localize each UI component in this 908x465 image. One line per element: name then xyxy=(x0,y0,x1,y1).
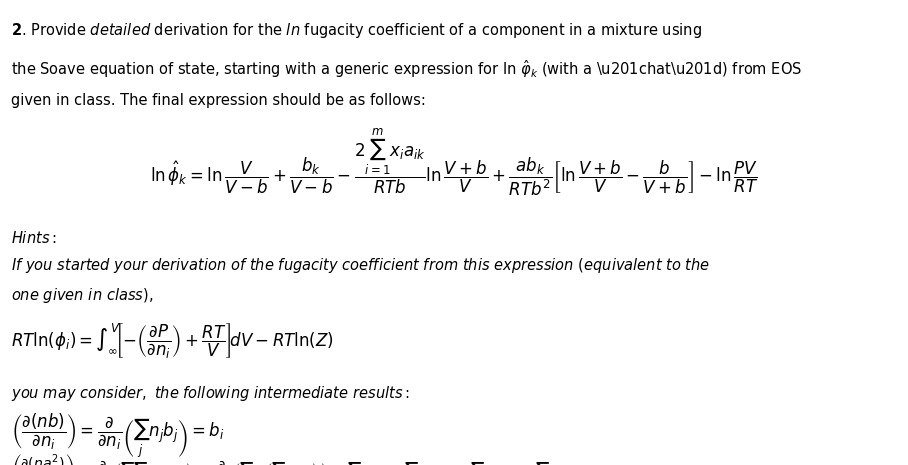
Text: $\it{you\ may\ consider,\ the\ following\ intermediate\ results:}$: $\it{you\ may\ consider,\ the\ following… xyxy=(11,384,410,403)
Text: $\left(\dfrac{\partial(nb)}{\partial n_i}\right) = \dfrac{\partial}{\partial n_i: $\left(\dfrac{\partial(nb)}{\partial n_i… xyxy=(11,412,224,460)
Text: $\it{If\ you\ started\ your\ derivation\ of\ the\ fugacity\ coefficient\ from\ t: $\it{If\ you\ started\ your\ derivation\… xyxy=(11,256,710,275)
Text: $\bf{\it{Hints:}}$: $\bf{\it{Hints:}}$ xyxy=(11,230,56,246)
Text: given in class. The final expression should be as follows:: given in class. The final expression sho… xyxy=(11,93,426,108)
Text: $\left(\dfrac{\partial(na^2)}{\partial n_i}\right) = \dfrac{\partial}{\partial n: $\left(\dfrac{\partial(na^2)}{\partial n… xyxy=(11,453,643,465)
Text: $\mathbf{2}$. Provide $\it{detailed}$ derivation for the $\it{ln}$ fugacity coef: $\mathbf{2}$. Provide $\it{detailed}$ de… xyxy=(11,21,702,40)
Text: $RT\ln(\phi_i) = \int_{\infty}^{V}\!\left[-\left(\dfrac{\partial P}{\partial n_i: $RT\ln(\phi_i) = \int_{\infty}^{V}\!\lef… xyxy=(11,321,334,361)
Text: $\it{one\ given\ in\ class),}$: $\it{one\ given\ in\ class),}$ xyxy=(11,286,153,305)
Text: $\ln\hat{\phi}_k = \ln\dfrac{V}{V-b} + \dfrac{b_k}{V-b} - \dfrac{2\sum_{i=1}^{m}: $\ln\hat{\phi}_k = \ln\dfrac{V}{V-b} + \… xyxy=(150,127,758,199)
Text: the Soave equation of state, starting with a generic expression for ln $\hat{\va: the Soave equation of state, starting wi… xyxy=(11,58,802,80)
